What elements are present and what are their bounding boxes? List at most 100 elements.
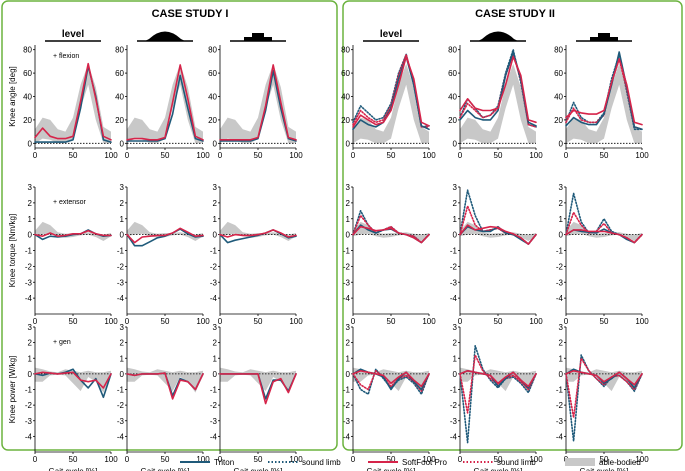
y-tick-label: 2 (346, 199, 351, 208)
y-tick-label: 1 (213, 215, 218, 224)
series-softfoot-pro (126, 227, 204, 244)
y-tick-label: 80 (23, 46, 32, 55)
series-softfoot-pro (126, 64, 204, 141)
y-tick-label: -2 (25, 401, 33, 410)
able-bodied-band (35, 221, 111, 241)
series-triton-sound-limb (352, 368, 430, 395)
x-tick-label: 50 (387, 151, 396, 160)
x-tick-label: 100 (196, 455, 210, 464)
panel-angle-5: 0 20 40 60 80 0 50 100 (448, 45, 543, 160)
x-tick-label: 0 (351, 151, 356, 160)
panel-angle-3: 0 20 40 60 80 0 50 100 (208, 45, 303, 160)
x-tick-label: 100 (635, 317, 649, 326)
y-tick-label: -2 (450, 262, 458, 271)
y-tick-label: 0 (120, 370, 125, 379)
y-tick-label: -4 (210, 432, 218, 441)
x-axis-label: Gait cycle [%] (234, 467, 283, 471)
y-tick-label: 40 (448, 93, 457, 102)
ramp-icon (470, 31, 526, 42)
x-tick-label: 0 (218, 455, 223, 464)
x-tick-label: 100 (635, 455, 649, 464)
y-tick-label: 0 (453, 370, 458, 379)
y-tick-label: 60 (115, 69, 124, 78)
stairs-steps-shape (244, 33, 272, 41)
series-softfoot-pro (352, 225, 430, 244)
x-tick-label: 0 (564, 317, 569, 326)
x-tick-label: 100 (635, 151, 649, 160)
able-bodied-band (220, 367, 296, 393)
x-tick-label: 100 (422, 151, 436, 160)
panel-angle-1: 0 20 40 60 80 0 50 100 + flexion (23, 45, 118, 160)
row-y-label: Knee power [W/kg] (8, 356, 17, 424)
x-tick-label: 50 (494, 455, 503, 464)
x-tick-label: 100 (289, 455, 303, 464)
y-tick-label: 0 (346, 139, 351, 148)
y-tick-label: 3 (453, 183, 458, 192)
y-tick-label: 40 (341, 93, 350, 102)
x-tick-label: 100 (529, 151, 543, 160)
able-bodied-band (460, 221, 536, 241)
y-tick-label: -3 (210, 417, 218, 426)
legend-item: sound limb (463, 458, 536, 467)
y-tick-label: -2 (556, 262, 564, 271)
y-tick-label: -3 (117, 278, 125, 287)
x-tick-label: 50 (161, 317, 170, 326)
y-tick-label: -1 (450, 386, 458, 395)
panel-angle-2: 0 20 40 60 80 0 50 100 (115, 45, 210, 160)
y-tick-label: 1 (559, 354, 564, 363)
y-tick-label: 0 (28, 139, 33, 148)
x-tick-label: 0 (33, 455, 38, 464)
y-tick-label: 2 (120, 199, 125, 208)
y-tick-label: -4 (450, 294, 458, 303)
panel-power-3: -4 -3 -2 -1 0 1 2 3 0 50 100 Gait cycle [%] (210, 323, 303, 471)
able-bodied-band (220, 221, 296, 241)
y-tick-label: 60 (554, 69, 563, 78)
y-tick-label: 0 (453, 139, 458, 148)
series-softfoot-pro (34, 62, 112, 141)
y-tick-label: 3 (346, 323, 351, 332)
series-softfoot-pro (34, 371, 112, 389)
series-softfoot-pro (219, 229, 297, 238)
panel-power-5: -4 -3 -2 -1 0 1 2 3 0 50 100 Gait cycle [%] (450, 323, 543, 471)
panel-power-2: -4 -3 -2 -1 0 1 2 3 0 50 100 Gait cycle [%] (117, 323, 210, 471)
legend: Triton sound limb SoftFoot Pro sound limb ab… (180, 458, 641, 467)
y-tick-label: -1 (210, 247, 218, 256)
x-tick-label: 0 (125, 151, 130, 160)
y-tick-label: 60 (208, 69, 217, 78)
y-tick-label: 20 (341, 116, 350, 125)
x-tick-label: 50 (494, 151, 503, 160)
y-tick-label: -1 (25, 247, 33, 256)
x-axis-label: Gait cycle [%] (367, 467, 416, 471)
y-tick-label: -1 (450, 247, 458, 256)
y-tick-label: 3 (28, 323, 33, 332)
x-tick-label: 0 (33, 317, 38, 326)
series-softfoot-pro (459, 224, 537, 245)
series-softfoot-pro (565, 58, 643, 126)
able-bodied-band (460, 63, 536, 144)
y-tick-label: 20 (208, 116, 217, 125)
y-tick-label: -3 (343, 417, 351, 426)
y-tick-label: 40 (23, 93, 32, 102)
panel-torque-3: -4 -3 -2 -1 0 1 2 3 0 50 100 (210, 183, 303, 326)
y-tick-label: 3 (346, 183, 351, 192)
y-tick-label: 0 (213, 370, 218, 379)
x-tick-label: 100 (529, 317, 543, 326)
y-tick-label: -1 (117, 386, 125, 395)
series-softfoot-sound-limb (459, 354, 537, 414)
x-tick-label: 100 (422, 455, 436, 464)
y-tick-label: 0 (213, 139, 218, 148)
x-tick-label: 50 (254, 317, 263, 326)
able-bodied-band (127, 367, 203, 393)
x-tick-label: 0 (218, 151, 223, 160)
series-triton (219, 70, 297, 142)
legend-swatch-band (565, 458, 595, 466)
legend-item: sound limb (268, 458, 341, 467)
y-tick-label: -1 (210, 386, 218, 395)
x-tick-label: 50 (600, 455, 609, 464)
y-tick-label: -1 (343, 386, 351, 395)
y-tick-label: 3 (453, 323, 458, 332)
series-softfoot-pro (219, 373, 297, 405)
legend-label: able-bodied (599, 458, 641, 467)
y-tick-label: -3 (556, 278, 564, 287)
